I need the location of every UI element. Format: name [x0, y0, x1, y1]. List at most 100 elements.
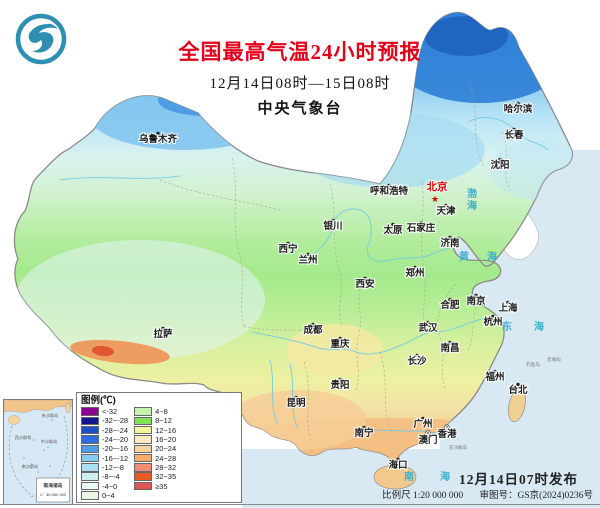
legend-range-label: -32~-28	[102, 416, 129, 426]
city-marker: 海口	[387, 457, 409, 472]
legend-entry: 20~24	[134, 444, 176, 453]
city-marker: 银川	[322, 218, 344, 233]
legend-entry: 28~32	[134, 463, 176, 472]
city-dot-icon	[474, 293, 478, 298]
legend-swatch	[134, 463, 153, 472]
city-label: 西宁	[278, 243, 298, 255]
legend-swatch	[81, 435, 99, 444]
city-label: 广州	[413, 418, 432, 430]
legend-range-label: -24~-20	[102, 435, 129, 445]
city-dot-icon	[421, 416, 425, 421]
city-marker: 昆明	[285, 395, 307, 410]
city-marker: 沈阳	[489, 157, 511, 172]
city-marker: 福州	[483, 369, 506, 384]
legend-swatch	[134, 416, 153, 426]
legend-entry: -24~-20	[81, 435, 128, 444]
legend-range-label: -20~-16	[102, 444, 129, 454]
inset-island-dots	[23, 419, 53, 473]
legend-column-cold: <-32 -32~-28 -28~-24 -24~-20 -20~-16 -16~-12-…	[81, 407, 128, 500]
city-marker: 香港	[435, 424, 458, 441]
inset-title: 南海诸岛	[43, 482, 62, 489]
cma-logo	[14, 12, 68, 66]
city-dot-icon	[516, 382, 520, 387]
city-label: 合肥	[440, 299, 460, 311]
city-label: 南昌	[440, 342, 459, 354]
city-dot-icon	[391, 222, 395, 227]
legend-swatch	[81, 416, 99, 426]
sar-marker-dot	[446, 426, 448, 428]
legend-swatch	[134, 472, 153, 481]
city-label: 济南	[440, 237, 460, 249]
sea-name-label: 黄海	[459, 250, 515, 263]
city-dot-icon	[338, 336, 342, 341]
city-marker: 南昌	[439, 340, 461, 355]
city-marker: 南宁	[353, 425, 375, 440]
capital-label: 北京	[427, 180, 448, 193]
cma-logo-icon	[15, 13, 67, 65]
city-dot-icon	[448, 340, 452, 345]
city-label: 石家庄	[406, 222, 436, 234]
city-label: 香港	[436, 428, 457, 440]
sea-name-label: 东海	[502, 320, 566, 333]
legend-entry: 32~35	[134, 472, 176, 481]
city-marker: 济南	[439, 235, 461, 250]
city-dot-icon	[338, 377, 342, 382]
inset-island-label: 西沙群岛	[15, 434, 32, 441]
city-label: 长沙	[407, 355, 427, 367]
inset-scale-box	[36, 477, 70, 503]
legend-title: 图例(℃)	[81, 395, 116, 406]
city-marker: 天津	[435, 203, 457, 218]
city-marker: 乌鲁木齐	[138, 131, 179, 146]
legend-range-label: 4~8	[155, 407, 168, 417]
city-marker: 重庆	[329, 336, 351, 351]
legend-swatch	[81, 481, 99, 491]
city-label: 杭州	[483, 316, 502, 328]
city-marker: 长沙	[406, 353, 428, 368]
city-label: 呼和浩特	[370, 185, 409, 197]
city-label: 郑州	[405, 267, 424, 279]
city-dot-icon	[498, 157, 502, 162]
city-marker: 武汉	[417, 320, 439, 335]
inset-scale: 1：40 000 000	[40, 492, 67, 497]
city-label: 海口	[388, 459, 407, 471]
taiwan-island	[508, 387, 526, 423]
city-label: 南宁	[354, 427, 374, 439]
city-label: 银川	[323, 220, 342, 232]
approval-number: 审图号：GS京(2024)0236号	[479, 491, 593, 501]
city-label: 贵阳	[330, 379, 349, 391]
city-label: 天津	[436, 205, 456, 217]
city-label: 台北	[508, 384, 528, 396]
legend-entry: 12~16	[134, 426, 176, 435]
legend-entry: -20~-16	[81, 444, 128, 453]
legend-range-label: 28~32	[155, 462, 177, 472]
legend-range-label: 24~28	[155, 453, 177, 463]
city-marker: 西安	[354, 276, 376, 291]
legend-entry: 24~28	[134, 453, 177, 463]
city-marker: 澳门	[417, 430, 439, 447]
rivers	[59, 117, 549, 434]
inset-island-label: 中沙群岛	[41, 438, 58, 445]
legend-swatch	[81, 463, 99, 472]
city-dot-icon	[156, 131, 160, 136]
sea-name-label: 南海	[404, 470, 476, 483]
city-label: 上海	[498, 302, 518, 314]
city-dot-icon	[448, 297, 452, 302]
legend-entry: 4~8	[134, 407, 176, 416]
city-dot-icon	[493, 369, 497, 374]
city-dot-icon	[516, 101, 520, 106]
legend-swatch	[134, 444, 153, 454]
city-label: 南京	[466, 295, 486, 307]
legend-entry: 8~12	[134, 416, 176, 425]
legend-entry: -12~-8	[81, 463, 128, 472]
city-dot-icon	[362, 425, 366, 430]
city-marker: 石家庄	[405, 220, 437, 235]
legend-range-label: -28~-24	[102, 425, 129, 435]
legend-range-label: -4~0	[102, 481, 118, 491]
city-label: 重庆	[330, 338, 350, 350]
city-dot-icon	[444, 203, 448, 208]
city-marker: 台北	[507, 382, 529, 397]
island-name-label: 赤尾屿	[547, 356, 561, 363]
legend-swatch	[134, 453, 153, 463]
